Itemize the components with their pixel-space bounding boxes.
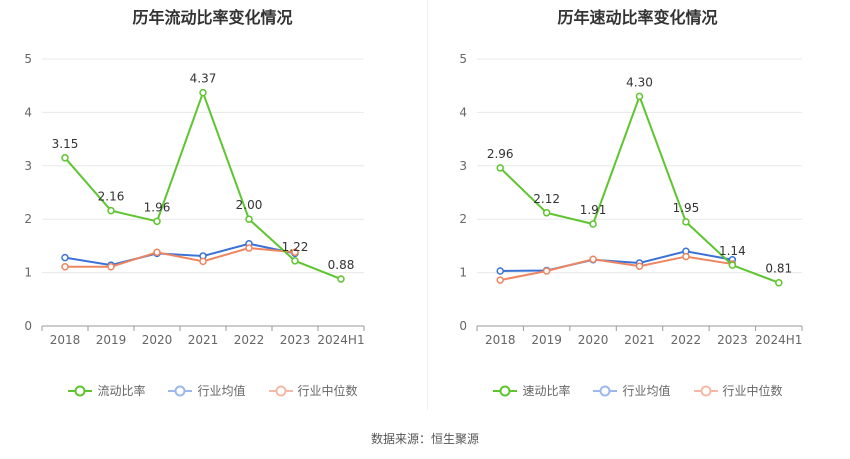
legend-item-industry-median[interactable]: 行业中位数 <box>693 382 783 399</box>
data-label: 0.81 <box>765 262 792 276</box>
industry-median-series-point <box>153 248 161 257</box>
current-ratio-chart: 历年流动比率变化情况 0 1 2 3 4 5 2018 2019 2020 2021 2022 202… <box>0 0 425 410</box>
y-tick-label: 0 <box>24 319 32 333</box>
industry-avg-series-line <box>500 250 733 272</box>
current-ratio-plot: 0 1 2 3 4 5 2018 2019 2020 2021 2022 2023 2024H1 3.15… <box>24 52 364 347</box>
main-series-point <box>291 257 299 265</box>
main-series-point <box>775 278 783 287</box>
data-label: 3.15 <box>52 137 79 151</box>
industry-median-series-point <box>245 244 253 252</box>
x-tick-label: 2024H1 <box>755 333 802 347</box>
panel-divider <box>427 0 428 410</box>
legend-item-quick-ratio[interactable]: 速动比率 <box>492 382 570 399</box>
main-series-point <box>496 164 504 172</box>
y-tick-label: 4 <box>24 105 32 119</box>
legend-label: 流动比率 <box>97 384 146 398</box>
data-label: 1.14 <box>719 244 746 258</box>
industry-median-series-point <box>61 262 69 271</box>
industry-median-series-point <box>199 257 207 266</box>
legend-marker-blue-icon <box>168 385 193 396</box>
data-label: 4.37 <box>190 72 217 86</box>
x-tick-label: 2022 <box>671 333 702 347</box>
y-tick-label: 3 <box>459 159 467 173</box>
legend-label: 行业中位数 <box>297 384 358 398</box>
quick-ratio-plot: 0 1 2 3 4 5 2018 2019 2020 2021 2022 2023 2024H1 2.96… <box>459 52 803 347</box>
chart-title: 历年速动比率变化情况 <box>557 8 718 27</box>
industry-median-series-point <box>682 252 690 261</box>
y-tick-label: 0 <box>459 319 467 333</box>
y-tick-label: 3 <box>24 159 32 173</box>
industry-median-series-point <box>635 262 644 270</box>
industry-median-series-point <box>496 276 504 284</box>
x-tick-label: 2024H1 <box>317 333 364 347</box>
x-tick-label: 2019 <box>531 333 562 347</box>
x-tick-label: 2020 <box>578 333 609 347</box>
y-tick-label: 1 <box>24 266 32 280</box>
x-tick-label: 2018 <box>50 333 81 347</box>
legend-item-industry-median[interactable]: 行业中位数 <box>268 382 358 399</box>
data-label: 2.96 <box>487 147 514 161</box>
x-tick-label: 2019 <box>96 333 127 347</box>
data-source: 数据来源：恒生聚源 <box>370 432 479 446</box>
x-tick-label: 2023 <box>717 333 748 347</box>
legend-item-industry-avg[interactable]: 行业均值 <box>167 382 246 399</box>
industry-median-series-line <box>65 247 296 268</box>
legend-label: 速动比率 <box>522 384 571 398</box>
data-label: 4.30 <box>626 75 653 89</box>
data-label: 1.22 <box>282 240 309 254</box>
y-tick-label: 4 <box>459 105 467 119</box>
main-series-point <box>337 275 345 283</box>
x-tick-label: 2023 <box>280 333 311 347</box>
legend-marker-green-icon <box>68 385 93 396</box>
legend: 速动比率 行业均值 行业中位数 <box>425 382 850 399</box>
main-series-point <box>153 217 161 226</box>
industry-median-series-point <box>291 248 299 257</box>
industry-avg-series-point <box>61 253 69 262</box>
x-tick-label: 2021 <box>188 333 219 347</box>
main-series-point <box>682 218 690 226</box>
main-series-point <box>728 261 737 269</box>
industry-median-series-point <box>589 255 597 263</box>
legend: 流动比率 行业均值 行业中位数 <box>0 382 425 399</box>
main-series-point <box>107 206 115 215</box>
industry-avg-series-line <box>64 242 296 267</box>
industry-avg-series-point <box>496 267 504 275</box>
main-series-point <box>635 92 644 101</box>
x-tick-label: 2018 <box>485 333 516 347</box>
y-tick-label: 1 <box>459 266 467 280</box>
data-label: 2.16 <box>98 190 125 204</box>
y-tick-label: 5 <box>24 52 32 66</box>
main-series-point <box>542 209 551 217</box>
main-series-point <box>245 215 253 223</box>
legend-marker-blue-icon <box>593 385 618 396</box>
data-label: 1.95 <box>673 201 700 215</box>
data-label: 2.12 <box>533 192 560 206</box>
industry-median-series-line <box>500 255 733 282</box>
x-tick-label: 2021 <box>624 333 655 347</box>
data-label: 0.88 <box>328 258 355 272</box>
legend-marker-green-icon <box>493 385 518 396</box>
chart-title: 历年流动比率变化情况 <box>132 8 293 27</box>
data-label: 1.96 <box>144 200 171 214</box>
legend-item-industry-avg[interactable]: 行业均值 <box>592 382 671 399</box>
quick-ratio-chart: 历年速动比率变化情况 0 1 2 3 4 5 2018 2019 2020 2021 2022 202… <box>425 0 850 410</box>
legend-marker-orange-icon <box>693 385 718 396</box>
legend-label: 行业中位数 <box>722 384 783 398</box>
x-tick-label: 2020 <box>142 333 173 347</box>
legend-marker-orange-icon <box>268 385 293 396</box>
main-series-point <box>199 88 207 97</box>
legend-label: 行业均值 <box>197 384 246 398</box>
industry-median-series-point <box>542 267 551 275</box>
y-tick-label: 5 <box>459 52 467 66</box>
main-series-point <box>589 220 597 228</box>
y-tick-label: 2 <box>459 212 467 226</box>
y-tick-label: 2 <box>24 212 32 226</box>
data-label: 2.00 <box>236 198 263 212</box>
industry-median-series-point <box>107 262 115 271</box>
legend-item-current-ratio[interactable]: 流动比率 <box>67 382 145 399</box>
legend-label: 行业均值 <box>622 384 671 398</box>
main-series-point <box>61 154 69 162</box>
x-tick-label: 2022 <box>234 333 265 347</box>
data-label: 1.91 <box>580 203 607 217</box>
